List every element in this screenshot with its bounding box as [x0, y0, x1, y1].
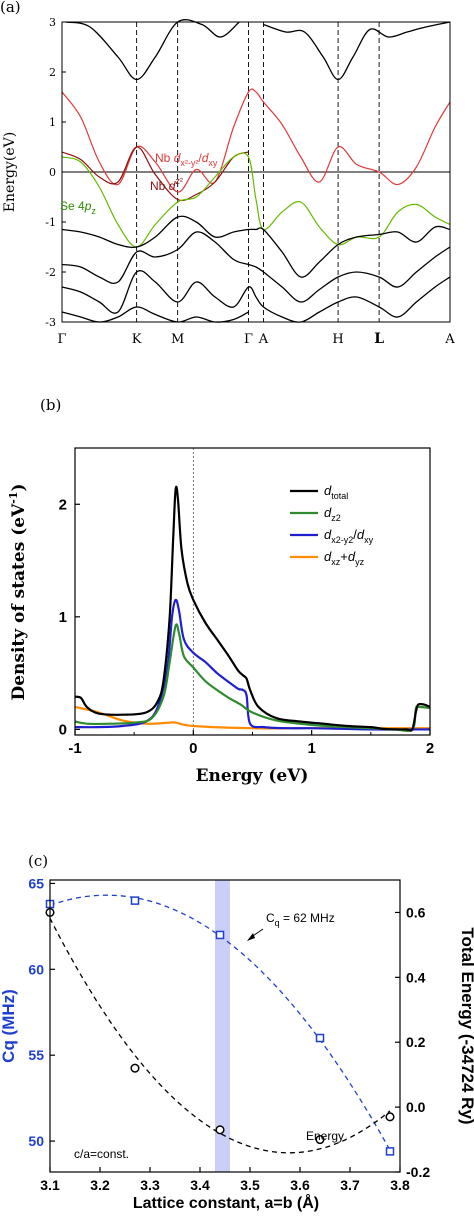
- panel-b-xlabel: Energy (eV): [196, 766, 309, 786]
- y-tick-label-1: 1: [49, 116, 56, 129]
- annotation-energy: Energy: [306, 1129, 344, 1143]
- band-line-4: [263, 21, 451, 81]
- y-tick-label-3: 3: [49, 16, 56, 29]
- band-line-6: [61, 231, 451, 303]
- y-tick-label-0: 0: [59, 721, 67, 738]
- panel-c-cq-energy: (c) 3.1 3.2 3.3 3.4 3.5 3.6 3.7 3.8 50 55 60 65 -0.2…: [0, 852, 474, 1212]
- annotation-cq-arrowhead: [247, 933, 255, 941]
- annotation-ca-const: c/a=const.: [74, 1147, 129, 1161]
- x-tick-label-2: 2: [426, 740, 434, 757]
- cq-point-3: [315, 1033, 325, 1043]
- panel-a-bands: [61, 19, 451, 323]
- band-line-8: [61, 306, 249, 323]
- band-line-0: [61, 88, 451, 193]
- cq-point-4: [385, 1147, 395, 1156]
- panel-a-ylabel: Energy(eV): [2, 132, 18, 212]
- y-left-tick-label-50: 50: [28, 1133, 44, 1149]
- legend-label-z2: dz2: [324, 505, 341, 523]
- annotation-nb-dxy: Nb dx²-y²/dxy: [155, 151, 218, 168]
- annotation-se-4pz: Se 4pz: [60, 199, 96, 216]
- panel-b-dos-curves: [74, 485, 431, 733]
- panel-a-kpoint-lines: [62, 22, 450, 322]
- panel-a-y-ticks: -3 -2 -1 0 1 2 3: [45, 16, 66, 329]
- kpoint-label-2: M: [171, 332, 184, 347]
- kpoint-label-0: Γ: [57, 332, 66, 347]
- panel-b-ylabel: Density of states (eV-1): [7, 483, 29, 700]
- y-right-tick-label-0.0: 0.0: [406, 1099, 426, 1115]
- panel-c-xlabel: Lattice constant, a=b (Å): [133, 1193, 319, 1212]
- energy-point-1: [130, 1063, 140, 1073]
- x-tick-label-3.8: 3.8: [390, 1177, 410, 1193]
- band-line-7: [61, 270, 451, 323]
- panel-c-label: (c): [28, 852, 48, 870]
- panel-a-label: (a): [0, 0, 21, 16]
- annotation-nb-dz2: Nb dz²: [150, 176, 183, 193]
- y-tick-label--2: -2: [45, 266, 56, 279]
- kpoint-label-7: A: [444, 332, 455, 347]
- dos-line-total: [74, 485, 431, 732]
- energy-point-4: [385, 1112, 395, 1122]
- x-tick-label--1: -1: [68, 740, 81, 757]
- legend-label-xz+yz: dxz+dyz: [324, 549, 365, 567]
- panel-c-highlight-band: [215, 880, 230, 1172]
- x-tick-label-3.6: 3.6: [290, 1177, 310, 1193]
- legend-label-total: dtotal: [324, 483, 348, 501]
- y-left-tick-label-65: 65: [28, 875, 44, 891]
- y-tick-label-2: 2: [49, 66, 56, 79]
- x-tick-label-3.5: 3.5: [240, 1177, 260, 1193]
- y-tick-label--3: -3: [45, 316, 56, 329]
- annotation-cq-62: Cq = 62 MHz: [266, 911, 335, 928]
- x-tick-label-3.1: 3.1: [40, 1177, 60, 1193]
- legend-label-x2-y2/xy: dx2-y2/dxy: [324, 527, 374, 545]
- x-tick-label-3.3: 3.3: [140, 1177, 160, 1193]
- kpoint-label-4: A: [258, 332, 269, 347]
- dos-line-x2-y2/xy: [74, 598, 431, 731]
- band-line-3: [65, 19, 240, 81]
- kpoint-label-1: K: [132, 332, 142, 347]
- cq-point-2: [215, 930, 225, 940]
- y-right-tick-label-0.6: 0.6: [406, 904, 426, 920]
- x-tick-label-1: 1: [307, 740, 315, 757]
- y-tick-label-2: 2: [59, 496, 67, 513]
- y-tick-label-1: 1: [59, 609, 67, 626]
- panel-c-ylabel-right: Total Energy (-34724 Ry): [458, 927, 474, 1124]
- band-line-1: [61, 146, 249, 202]
- panel-c-ticks: 3.1 3.2 3.3 3.4 3.5 3.6 3.7 3.8 50 55 60 65 -0.2 0.0 0…: [28, 875, 430, 1193]
- y-tick-label--1: -1: [45, 216, 56, 229]
- panel-b-legend: dtotal dz2 dx2-y2/dxy dxz+dyz: [290, 483, 374, 567]
- band-line-5: [61, 215, 451, 278]
- y-right-tick-label--0.2: -0.2: [406, 1164, 430, 1180]
- y-left-tick-label-55: 55: [28, 1047, 44, 1063]
- panel-c-frame: [49, 879, 401, 1173]
- x-tick-label-3.7: 3.7: [340, 1177, 360, 1193]
- x-tick-label-0: 0: [189, 740, 197, 757]
- x-tick-label-3.4: 3.4: [190, 1177, 210, 1193]
- cq-point-1: [130, 896, 140, 905]
- y-tick-label-0: 0: [49, 166, 56, 179]
- y-left-tick-label-60: 60: [28, 961, 44, 977]
- energy-point-2: [215, 1125, 225, 1135]
- energy-point-3: [315, 1135, 325, 1145]
- band-line-2: [61, 152, 451, 248]
- kpoint-label-6: L: [374, 331, 384, 347]
- x-tick-label-3.2: 3.2: [90, 1177, 110, 1193]
- y-right-tick-label-0.4: 0.4: [406, 969, 426, 985]
- kpoint-label-5: H: [332, 332, 343, 347]
- panel-b-label: (b): [40, 396, 61, 414]
- kpoint-label-3: Γ: [244, 332, 253, 347]
- panel-c-ylabel-left: Cq (MHz): [0, 989, 18, 1063]
- y-right-tick-label-0.2: 0.2: [406, 1034, 426, 1050]
- panel-b-frame: [74, 447, 431, 736]
